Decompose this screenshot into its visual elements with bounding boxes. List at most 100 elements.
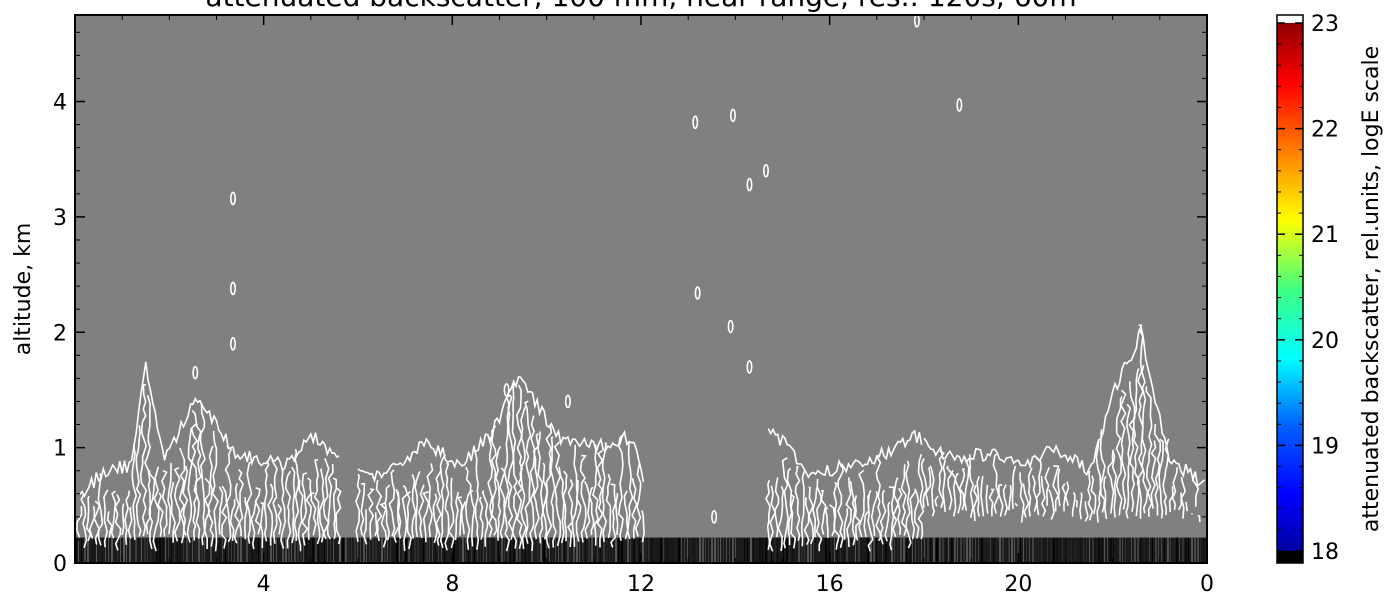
colorbar-label: attenuated backscatter, rel.units, logE … <box>1359 46 1384 532</box>
ground-layer-stripe <box>999 537 1001 563</box>
contour-line <box>1064 481 1070 507</box>
contour-line <box>384 484 391 541</box>
ground-layer-stripe <box>867 537 869 563</box>
contour-line <box>332 477 338 539</box>
ground-layer-stripe <box>591 537 593 563</box>
contour-line <box>588 486 595 536</box>
contour-line <box>1158 438 1164 519</box>
contour-feature <box>230 281 237 296</box>
ground-layer-stripe <box>1062 537 1063 563</box>
contour-line <box>460 501 467 535</box>
contour-line <box>469 489 476 547</box>
ground-layer-stripe <box>213 537 214 563</box>
ground-layer-stripe <box>411 537 412 563</box>
contour-line <box>968 454 975 518</box>
contour-line <box>934 495 939 507</box>
ground-layer-stripe <box>549 537 550 563</box>
contour-line <box>1171 467 1178 511</box>
ground-layer-stripe <box>156 537 158 563</box>
contour-line <box>596 449 604 548</box>
x-tick-label: 8 <box>445 572 459 597</box>
ground-layer-stripe <box>159 537 161 563</box>
contour-line <box>454 491 460 541</box>
ground-layer-stripe <box>870 537 872 563</box>
ground-layer-stripe <box>216 537 218 563</box>
ground-layer-stripe <box>510 537 511 563</box>
ground-layer-stripe <box>909 537 911 563</box>
colorbar-bottom-extension <box>1277 551 1303 563</box>
ground-layer-stripe <box>339 537 341 563</box>
contour-feature <box>230 191 237 206</box>
ground-layer-stripe <box>954 537 956 563</box>
ground-layer-stripe <box>507 537 509 563</box>
ground-layer-stripe <box>729 537 730 563</box>
contour-line <box>284 470 292 549</box>
ground-layer-stripe <box>654 537 656 563</box>
ground-layer-stripe <box>1089 537 1090 563</box>
x-axis: 4 8 12 16 20 0 <box>74 15 1214 597</box>
contour-feature <box>727 319 734 334</box>
contour-line <box>148 469 156 550</box>
y-axis: 0 1 2 3 4 <box>53 31 1207 577</box>
ground-layer-stripe <box>447 537 449 563</box>
ground-layer-stripe <box>261 537 263 563</box>
contour-line <box>815 479 823 552</box>
contour-line <box>992 453 1000 514</box>
contour-line <box>1075 499 1078 508</box>
ground-layer-stripe <box>951 537 953 563</box>
contour-line <box>182 465 189 536</box>
ground-layer-stripe <box>1164 537 1165 563</box>
colorbar-tick-label: 20 <box>1311 329 1339 354</box>
ground-layer-stripe <box>408 537 410 563</box>
ground-layer-stripe <box>636 537 637 563</box>
contour-line <box>195 423 202 539</box>
ground-layer-stripe <box>417 537 419 563</box>
contour-line <box>167 462 172 535</box>
ground-layer-stripe <box>138 537 139 563</box>
ground-layer-stripe <box>1059 537 1061 563</box>
ground-layer-stripe <box>381 537 383 563</box>
ground-layer-stripe <box>375 537 377 563</box>
ground-layer-stripe <box>396 537 398 563</box>
ground-layer-stripe <box>177 537 178 563</box>
ground-layer-stripe <box>924 537 925 563</box>
ground-layer-stripe <box>1056 537 1058 563</box>
contour-line <box>487 436 494 538</box>
contour-line <box>1079 492 1083 520</box>
contour-line <box>976 476 980 517</box>
contour-line <box>173 466 181 542</box>
ground-layer-stripe <box>342 537 344 563</box>
contour-line <box>900 464 908 536</box>
ground-layer-stripe <box>90 537 91 563</box>
ground-layer-stripe <box>390 537 391 563</box>
contour-line <box>1044 466 1051 506</box>
contour-line <box>1057 468 1061 507</box>
contour-feature <box>762 163 769 178</box>
contour-line <box>110 490 117 539</box>
ground-layer-stripe <box>1092 537 1094 563</box>
contour-line <box>920 458 928 508</box>
contour-feature <box>564 394 571 409</box>
contour-line <box>1128 381 1136 512</box>
contour-line <box>218 486 224 535</box>
ground-layer-stripe <box>528 537 530 563</box>
contour-line <box>499 467 507 539</box>
ground-layer-stripe <box>393 537 395 563</box>
ground-layer-stripe <box>837 537 838 563</box>
contour-line <box>157 492 164 537</box>
ground-layer-stripe <box>1095 537 1096 563</box>
contour-line <box>1133 368 1140 517</box>
ground-layer-stripe <box>1080 537 1081 563</box>
ground-layer-stripe <box>225 537 226 563</box>
ground-layer-stripe <box>189 537 190 563</box>
x-tick-label: 16 <box>816 572 844 597</box>
ground-layer-stripe <box>276 537 277 563</box>
ground-layer-stripe <box>270 537 272 563</box>
ground-layer-stripe <box>468 537 469 563</box>
ground-layer-stripe <box>810 537 812 563</box>
ground-layer-stripe <box>1152 537 1153 563</box>
ground-layer-stripe <box>570 537 571 563</box>
ground-layer-stripe <box>474 537 475 563</box>
ground-layer-stripe <box>879 537 881 563</box>
ground-layer-stripe <box>330 537 331 563</box>
